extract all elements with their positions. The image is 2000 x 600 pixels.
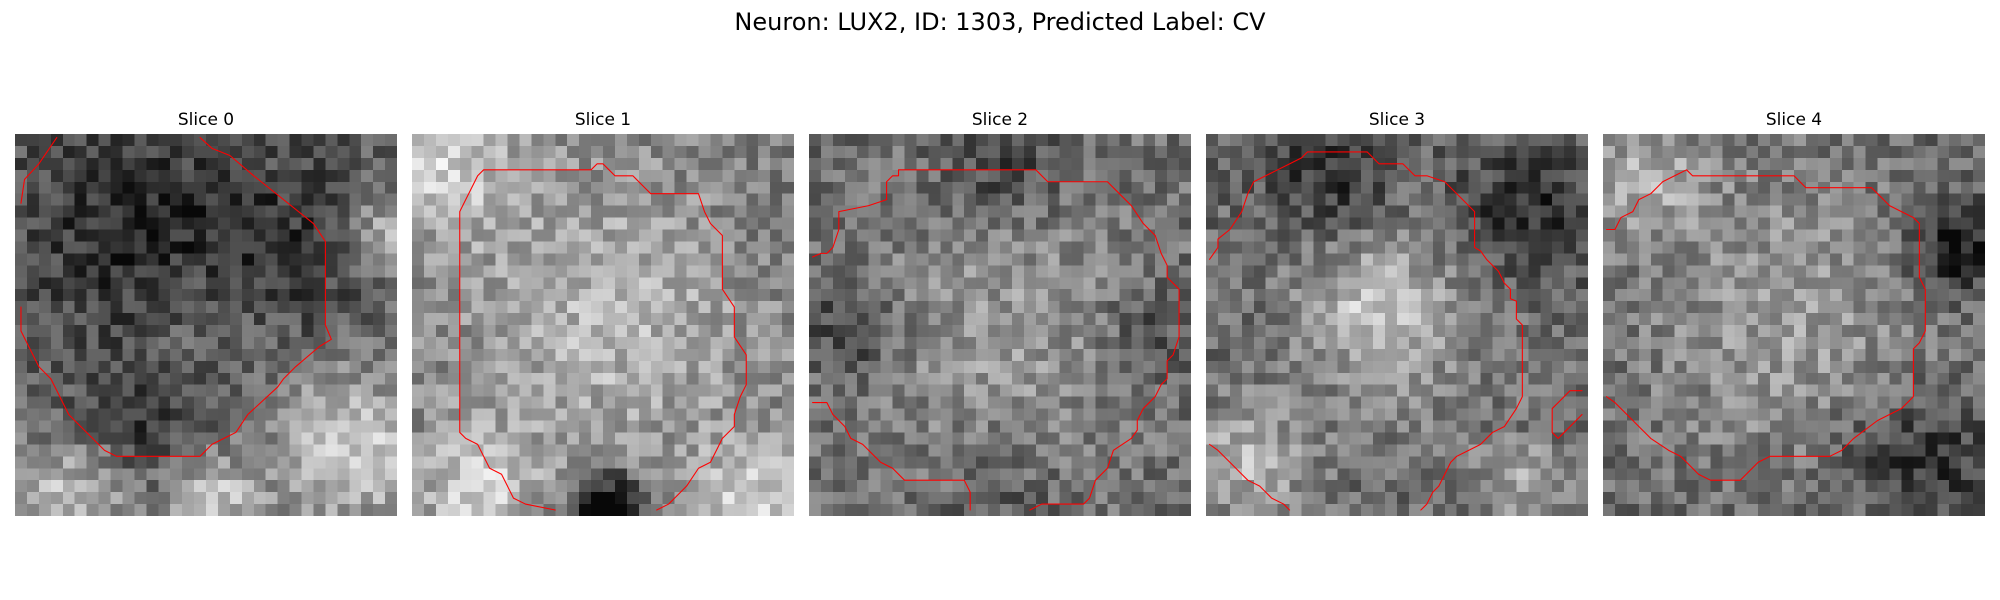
roi-contour xyxy=(20,137,332,457)
pixel-grid xyxy=(412,134,794,516)
panel-title: Slice 0 xyxy=(177,110,235,130)
panel-slice-2: Slice 2 xyxy=(809,108,1191,516)
slice-image xyxy=(1603,134,1985,516)
panel-slice-1: Slice 1 xyxy=(412,108,794,516)
roi-contour xyxy=(1209,443,1291,511)
roi-contour xyxy=(20,137,58,204)
roi-contour xyxy=(459,163,747,511)
slice-image xyxy=(412,134,794,516)
roi-contour xyxy=(1606,169,1926,481)
panel-slice-4: Slice 4 xyxy=(1603,108,1985,516)
panel-slice-0: Slice 0 xyxy=(15,108,397,516)
panel-slice-3: Slice 3 xyxy=(1206,108,1588,516)
panel-title: Slice 1 xyxy=(574,110,632,130)
pixel-grid xyxy=(15,134,397,516)
pixel-grid xyxy=(1603,134,1985,516)
slice-image xyxy=(809,134,1191,516)
slice-image xyxy=(15,134,397,516)
roi-contour xyxy=(1209,151,1523,511)
panel-title: Slice 2 xyxy=(971,110,1029,130)
panel-title: Slice 4 xyxy=(1765,110,1823,130)
figure-title: Neuron: LUX2, ID: 1303, Predicted Label:… xyxy=(734,8,1266,36)
slice-image xyxy=(1206,134,1588,516)
roi-contour xyxy=(1551,390,1583,439)
roi-contour xyxy=(812,402,971,511)
pixel-grid xyxy=(1206,134,1588,516)
panel-title: Slice 3 xyxy=(1368,110,1426,130)
roi-contour xyxy=(812,169,1180,511)
pixel-grid xyxy=(809,134,1191,516)
